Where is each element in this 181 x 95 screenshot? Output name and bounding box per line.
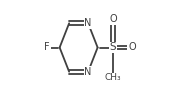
Text: F: F (45, 42, 50, 53)
Text: S: S (110, 42, 116, 53)
Text: N: N (85, 67, 92, 77)
Text: O: O (109, 14, 117, 24)
Text: N: N (85, 18, 92, 28)
Text: CH₃: CH₃ (104, 73, 121, 82)
Text: O: O (128, 42, 136, 53)
